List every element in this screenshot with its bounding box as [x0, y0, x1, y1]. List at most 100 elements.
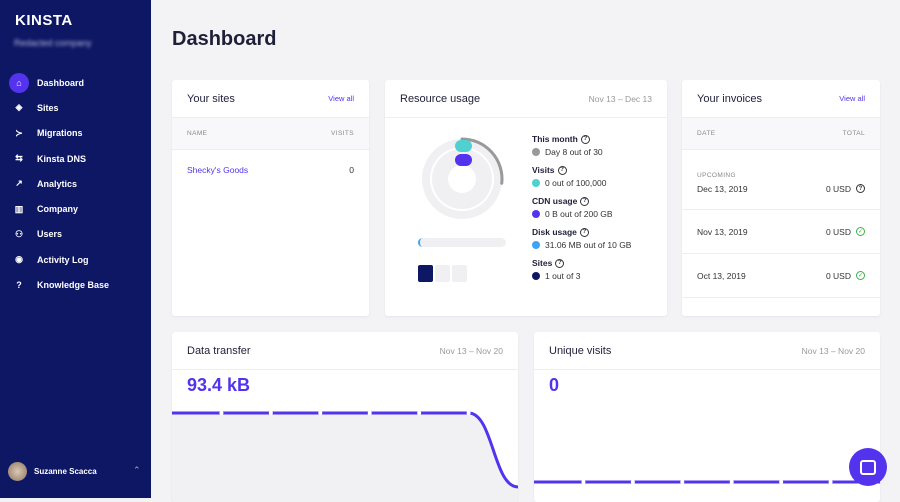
sidebar-item-migrations[interactable]: ≻ Migrations [0, 121, 151, 146]
data-point[interactable] [466, 411, 471, 415]
resource-value: 0 B out of 200 GB [532, 209, 631, 219]
resource-label: This month? [532, 134, 631, 144]
sidebar-item-label: Dashboard [37, 77, 85, 88]
site-visits: 0 [349, 165, 354, 175]
unique-visits-chart [534, 480, 880, 484]
dns-icon: ⇆ [15, 153, 23, 164]
data-point[interactable] [417, 411, 422, 415]
data-point[interactable] [268, 411, 273, 415]
trend-icon: ↗ [15, 178, 23, 189]
series-line [172, 411, 518, 489]
card-title: Unique visits [549, 344, 612, 357]
data-point[interactable] [581, 480, 586, 484]
company-name-blurred: Redacted company [14, 38, 92, 48]
card-title: Resource usage [400, 92, 481, 105]
help-icon[interactable]: ? [579, 227, 589, 237]
data-point[interactable] [219, 411, 224, 415]
sidebar-item-dashboard[interactable]: ⌂ Dashboard [0, 70, 151, 95]
resource-value: Day 8 out of 30 [532, 147, 631, 157]
invoice-total: 0 USD [825, 226, 851, 237]
col-name: NAME [187, 130, 208, 137]
sidebar-item-users[interactable]: ⚇ Users [0, 222, 151, 247]
sidebar-nav: ⌂ Dashboard ◈ Sites ≻ Migrations ⇆ Kinsta DNS ↗ A… [0, 70, 151, 298]
date-range: Nov 13 – Nov 20 [439, 345, 503, 356]
data-point[interactable] [630, 480, 635, 484]
upcoming-label: UPCOMING [697, 171, 736, 179]
data-point[interactable] [318, 411, 323, 415]
resource-label-text: CDN usage [532, 196, 578, 206]
legend-dot [532, 241, 540, 249]
data-point[interactable] [779, 480, 784, 484]
help-icon[interactable]: ? [580, 196, 590, 206]
unique-visits-value: 0 [549, 375, 560, 395]
resource-value: 1 out of 3 [532, 271, 631, 281]
invoice-row[interactable]: Oct 13, 2019 0 USD ✓ [682, 254, 880, 298]
data-point[interactable] [729, 480, 734, 484]
invoice-date: Oct 13, 2019 [697, 270, 746, 281]
building-icon: ▥ [14, 203, 24, 214]
resource-label-text: Disk usage [532, 227, 577, 237]
sidebar-item-label: Migrations [37, 128, 83, 139]
help-icon[interactable]: ? [555, 258, 565, 268]
resource-label-text: This month [532, 134, 578, 144]
sidebar-item-sites[interactable]: ◈ Sites [0, 95, 151, 120]
legend-dot [532, 210, 540, 218]
card-title: Your invoices [697, 92, 763, 105]
invoice-total: 0 USD [825, 183, 851, 194]
user-menu[interactable]: Suzanne Scacca [8, 462, 97, 481]
sidebar-item-analytics[interactable]: ↗ Analytics [0, 171, 151, 196]
data-point[interactable] [367, 411, 372, 415]
sidebar-item-company[interactable]: ▥ Company [0, 196, 151, 221]
legend-dot [532, 272, 540, 280]
col-date: DATE [697, 130, 716, 137]
date-range: Nov 13 – Dec 13 [588, 93, 652, 104]
help-icon[interactable]: ? [856, 184, 865, 193]
resource-label: Visits? [532, 165, 631, 175]
avatar [8, 462, 27, 481]
table-row: Shecky's Goods 0 [172, 150, 369, 190]
kinsta-logo[interactable]: KINSTA [15, 12, 73, 29]
site-slot [418, 265, 433, 282]
resource-value-text: 0 out of 100,000 [545, 178, 607, 188]
resource-value: 0 out of 100,000 [532, 178, 631, 188]
check-circle-icon: ✓ [856, 227, 865, 236]
chat-icon [860, 459, 876, 475]
resource-usage-card: Resource usage Nov 13 – Dec 13 This month… [385, 80, 667, 316]
data-point[interactable] [680, 480, 685, 484]
resource-label: Disk usage? [532, 227, 631, 237]
page-title: Dashboard [172, 28, 277, 50]
view-all-invoices-link[interactable]: View all [839, 94, 865, 103]
sidebar-item-label: Activity Log [37, 254, 89, 265]
help-icon[interactable]: ? [580, 134, 590, 144]
data-transfer-card: Data transfer Nov 13 – Nov 20 93.4 kB [172, 332, 518, 502]
resource-list: This month? Day 8 out of 30 Visits? 0 out… [532, 134, 631, 289]
ring-center [448, 165, 476, 193]
sidebar: KINSTA Redacted company ⌂ Dashboard ◈ Sites… [0, 0, 151, 498]
question-icon: ? [16, 280, 22, 291]
disk-usage-bar [418, 238, 506, 247]
sidebar-item-label: Users [37, 229, 63, 240]
migrate-icon: ≻ [15, 127, 23, 138]
resource-value-text: 0 B out of 200 GB [545, 209, 613, 219]
resource-label-text: Visits [532, 165, 555, 175]
resource-value-text: 1 out of 3 [545, 271, 581, 281]
sidebar-item-label: Kinsta DNS [37, 153, 87, 164]
resource-value: 31.06 MB out of 10 GB [532, 240, 631, 250]
unique-visits-card: Unique visits Nov 13 – Nov 20 0 [534, 332, 880, 502]
sidebar-item-knowledge-base[interactable]: ? Knowledge Base [0, 272, 151, 297]
sidebar-item-kinsta-dns[interactable]: ⇆ Kinsta DNS [0, 146, 151, 171]
help-icon[interactable]: ? [557, 165, 567, 175]
site-link[interactable]: Shecky's Goods [187, 165, 249, 175]
sidebar-item-activity-log[interactable]: ◉ Activity Log [0, 247, 151, 272]
sidebar-item-label: Company [37, 204, 79, 215]
chat-support-button[interactable] [849, 448, 887, 486]
resource-value-text: 31.06 MB out of 10 GB [545, 240, 632, 250]
month-progress-arc [460, 137, 504, 185]
invoice-list: UPCOMING Dec 13, 2019 0 USD? Nov 13, 2019… [682, 150, 880, 298]
view-all-sites-link[interactable]: View all [328, 94, 354, 103]
invoice-row[interactable]: UPCOMING Dec 13, 2019 0 USD? [682, 150, 880, 210]
layers-icon: ◈ [15, 102, 23, 113]
data-point[interactable] [828, 480, 833, 484]
invoice-row[interactable]: Nov 13, 2019 0 USD ✓ [682, 210, 880, 254]
chevron-up-icon[interactable]: ⌃ [133, 465, 141, 475]
